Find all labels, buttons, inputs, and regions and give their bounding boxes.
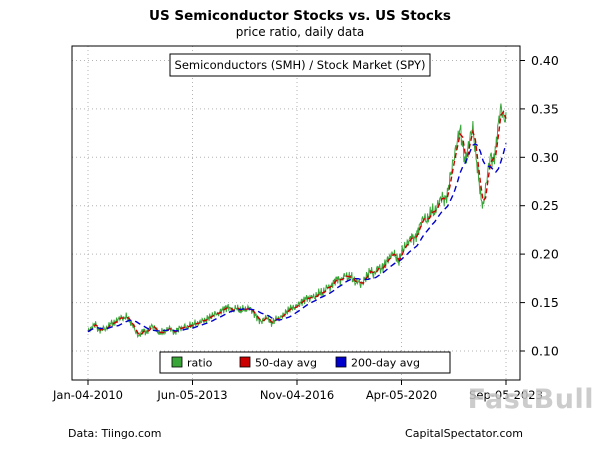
svg-text:0.30: 0.30 <box>531 150 559 165</box>
svg-text:Jan-04-2010: Jan-04-2010 <box>52 388 123 402</box>
site-credit: CapitalSpectator.com <box>405 427 523 440</box>
svg-text:0.40: 0.40 <box>531 53 559 68</box>
svg-text:Nov-04-2016: Nov-04-2016 <box>260 388 334 402</box>
data-source-credit: Data: Tiingo.com <box>68 427 162 440</box>
svg-text:0.10: 0.10 <box>531 344 559 359</box>
svg-text:Jun-05-2013: Jun-05-2013 <box>156 388 227 402</box>
svg-text:0.25: 0.25 <box>531 198 559 213</box>
svg-text:0.20: 0.20 <box>531 247 559 262</box>
svg-text:0.15: 0.15 <box>531 295 559 310</box>
svg-text:Sep-05-2023: Sep-05-2023 <box>469 388 543 402</box>
svg-text:0.35: 0.35 <box>531 101 559 116</box>
svg-text:200-day avg: 200-day avg <box>351 357 420 370</box>
chart-title: US Semiconductor Stocks vs. US Stocks <box>149 8 451 24</box>
svg-text:ratio: ratio <box>187 357 213 370</box>
svg-text:Semiconductors (SMH) / Stock M: Semiconductors (SMH) / Stock Market (SPY… <box>175 58 426 72</box>
chart-subtitle: price ratio, daily data <box>235 25 365 39</box>
svg-text:50-day avg: 50-day avg <box>255 357 317 370</box>
svg-text:Apr-05-2020: Apr-05-2020 <box>366 388 437 402</box>
watermark: FastBull <box>467 384 594 415</box>
